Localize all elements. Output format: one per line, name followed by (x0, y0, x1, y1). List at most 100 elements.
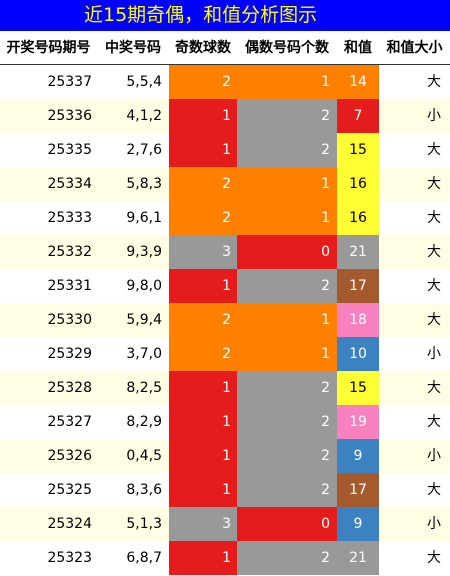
sum-size-cell: 大 (427, 74, 441, 90)
odd-count-cell: 2 (169, 303, 237, 337)
period-cell: 25330 (47, 312, 92, 328)
numbers-cell: 5,8,3 (126, 176, 162, 192)
table-row: 25326 0,4,5 1 2 9 小 (0, 439, 450, 473)
sum-cell: 18 (337, 303, 379, 337)
numbers-cell: 8,2,5 (126, 380, 162, 396)
numbers-cell: 6,8,7 (126, 550, 162, 566)
numbers-cell: 8,2,9 (126, 414, 162, 430)
sum-cell: 17 (337, 473, 379, 507)
odd-count-cell: 1 (169, 371, 237, 405)
odd-count-cell: 3 (169, 507, 237, 541)
table-row: 25334 5,8,3 2 1 16 大 (0, 167, 450, 201)
odd-count-cell: 1 (169, 133, 237, 167)
numbers-cell: 0,4,5 (126, 448, 162, 464)
even-count-cell: 0 (237, 235, 337, 269)
odd-count-cell: 2 (169, 167, 237, 201)
sum-cell: 14 (337, 65, 379, 99)
even-count-cell: 1 (237, 303, 337, 337)
sum-size-cell: 小 (427, 448, 441, 464)
sum-cell: 10 (337, 337, 379, 371)
even-count-cell: 2 (237, 541, 337, 575)
odd-count-cell: 1 (169, 439, 237, 473)
sum-cell: 7 (337, 99, 379, 133)
table-row: 25329 3,7,0 2 1 10 小 (0, 337, 450, 371)
header-numbers: 中奖号码 (105, 40, 161, 56)
even-count-cell: 1 (237, 65, 337, 99)
sum-size-cell: 大 (427, 312, 441, 328)
sum-cell: 16 (337, 201, 379, 235)
table-row: 25328 8,2,5 1 2 15 大 (0, 371, 450, 405)
sum-cell: 15 (337, 133, 379, 167)
odd-count-cell: 1 (169, 405, 237, 439)
table-row: 25332 9,3,9 3 0 21 大 (0, 235, 450, 269)
table-row: 25330 5,9,4 2 1 18 大 (0, 303, 450, 337)
even-count-cell: 2 (237, 269, 337, 303)
odd-count-cell: 1 (169, 473, 237, 507)
period-cell: 25325 (47, 482, 92, 498)
odd-count-cell: 3 (169, 235, 237, 269)
period-cell: 25329 (47, 346, 92, 362)
even-count-cell: 0 (237, 507, 337, 541)
table-row: 25337 5,5,4 2 1 14 大 (0, 65, 450, 99)
even-count-cell: 1 (237, 167, 337, 201)
period-cell: 25335 (47, 142, 92, 158)
table-header: 开奖号码期号 中奖号码 奇数球数 偶数号码个数 和值 和值大小 (0, 31, 450, 65)
numbers-cell: 8,3,6 (126, 482, 162, 498)
header-odd-count: 奇数球数 (175, 40, 231, 56)
sum-size-cell: 大 (427, 550, 441, 566)
sum-cell: 9 (337, 507, 379, 541)
even-count-cell: 2 (237, 405, 337, 439)
odd-count-cell: 2 (169, 201, 237, 235)
numbers-cell: 9,6,1 (126, 210, 162, 226)
numbers-cell: 5,5,4 (126, 74, 162, 90)
sum-size-cell: 小 (427, 108, 441, 124)
period-cell: 25331 (47, 278, 92, 294)
even-count-cell: 2 (237, 473, 337, 507)
period-cell: 25336 (47, 108, 92, 124)
period-cell: 25327 (47, 414, 92, 430)
table-row: 25331 9,8,0 1 2 17 大 (0, 269, 450, 303)
numbers-cell: 9,8,0 (126, 278, 162, 294)
period-cell: 25334 (47, 176, 92, 192)
odd-count-cell: 2 (169, 65, 237, 99)
sum-size-cell: 大 (427, 414, 441, 430)
header-sum: 和值 (344, 40, 372, 56)
sum-size-cell: 大 (427, 278, 441, 294)
page-title: 近15期奇偶，和值分析图示 (0, 0, 450, 31)
numbers-cell: 4,1,2 (126, 108, 162, 124)
numbers-cell: 3,7,0 (126, 346, 162, 362)
odd-count-cell: 1 (169, 541, 237, 575)
even-count-cell: 2 (237, 439, 337, 473)
sum-cell: 19 (337, 405, 379, 439)
period-cell: 25337 (47, 74, 92, 90)
table-row: 25324 5,1,3 3 0 9 小 (0, 507, 450, 541)
sum-size-cell: 小 (427, 346, 441, 362)
sum-size-cell: 大 (427, 380, 441, 396)
sum-size-cell: 大 (427, 176, 441, 192)
sum-size-cell: 大 (427, 482, 441, 498)
even-count-cell: 1 (237, 337, 337, 371)
sum-size-cell: 大 (427, 210, 441, 226)
sum-cell: 17 (337, 269, 379, 303)
even-count-cell: 2 (237, 371, 337, 405)
numbers-cell: 2,7,6 (126, 142, 162, 158)
odd-count-cell: 1 (169, 99, 237, 133)
odd-count-cell: 2 (169, 337, 237, 371)
table-row: 25336 4,1,2 1 2 7 小 (0, 99, 450, 133)
sum-size-cell: 大 (427, 142, 441, 158)
sum-cell: 21 (337, 541, 379, 575)
even-count-cell: 2 (237, 133, 337, 167)
odd-count-cell: 1 (169, 269, 237, 303)
sum-cell: 16 (337, 167, 379, 201)
table-row: 25333 9,6,1 2 1 16 大 (0, 201, 450, 235)
numbers-cell: 5,9,4 (126, 312, 162, 328)
period-cell: 25332 (47, 244, 92, 260)
header-sum-size: 和值大小 (386, 40, 443, 56)
period-cell: 25328 (47, 380, 92, 396)
table-row: 25327 8,2,9 1 2 19 大 (0, 405, 450, 439)
even-count-cell: 2 (237, 99, 337, 133)
sum-size-cell: 小 (427, 516, 441, 532)
table-row: 25325 8,3,6 1 2 17 大 (0, 473, 450, 507)
table-row: 25335 2,7,6 1 2 15 大 (0, 133, 450, 167)
sum-cell: 9 (337, 439, 379, 473)
